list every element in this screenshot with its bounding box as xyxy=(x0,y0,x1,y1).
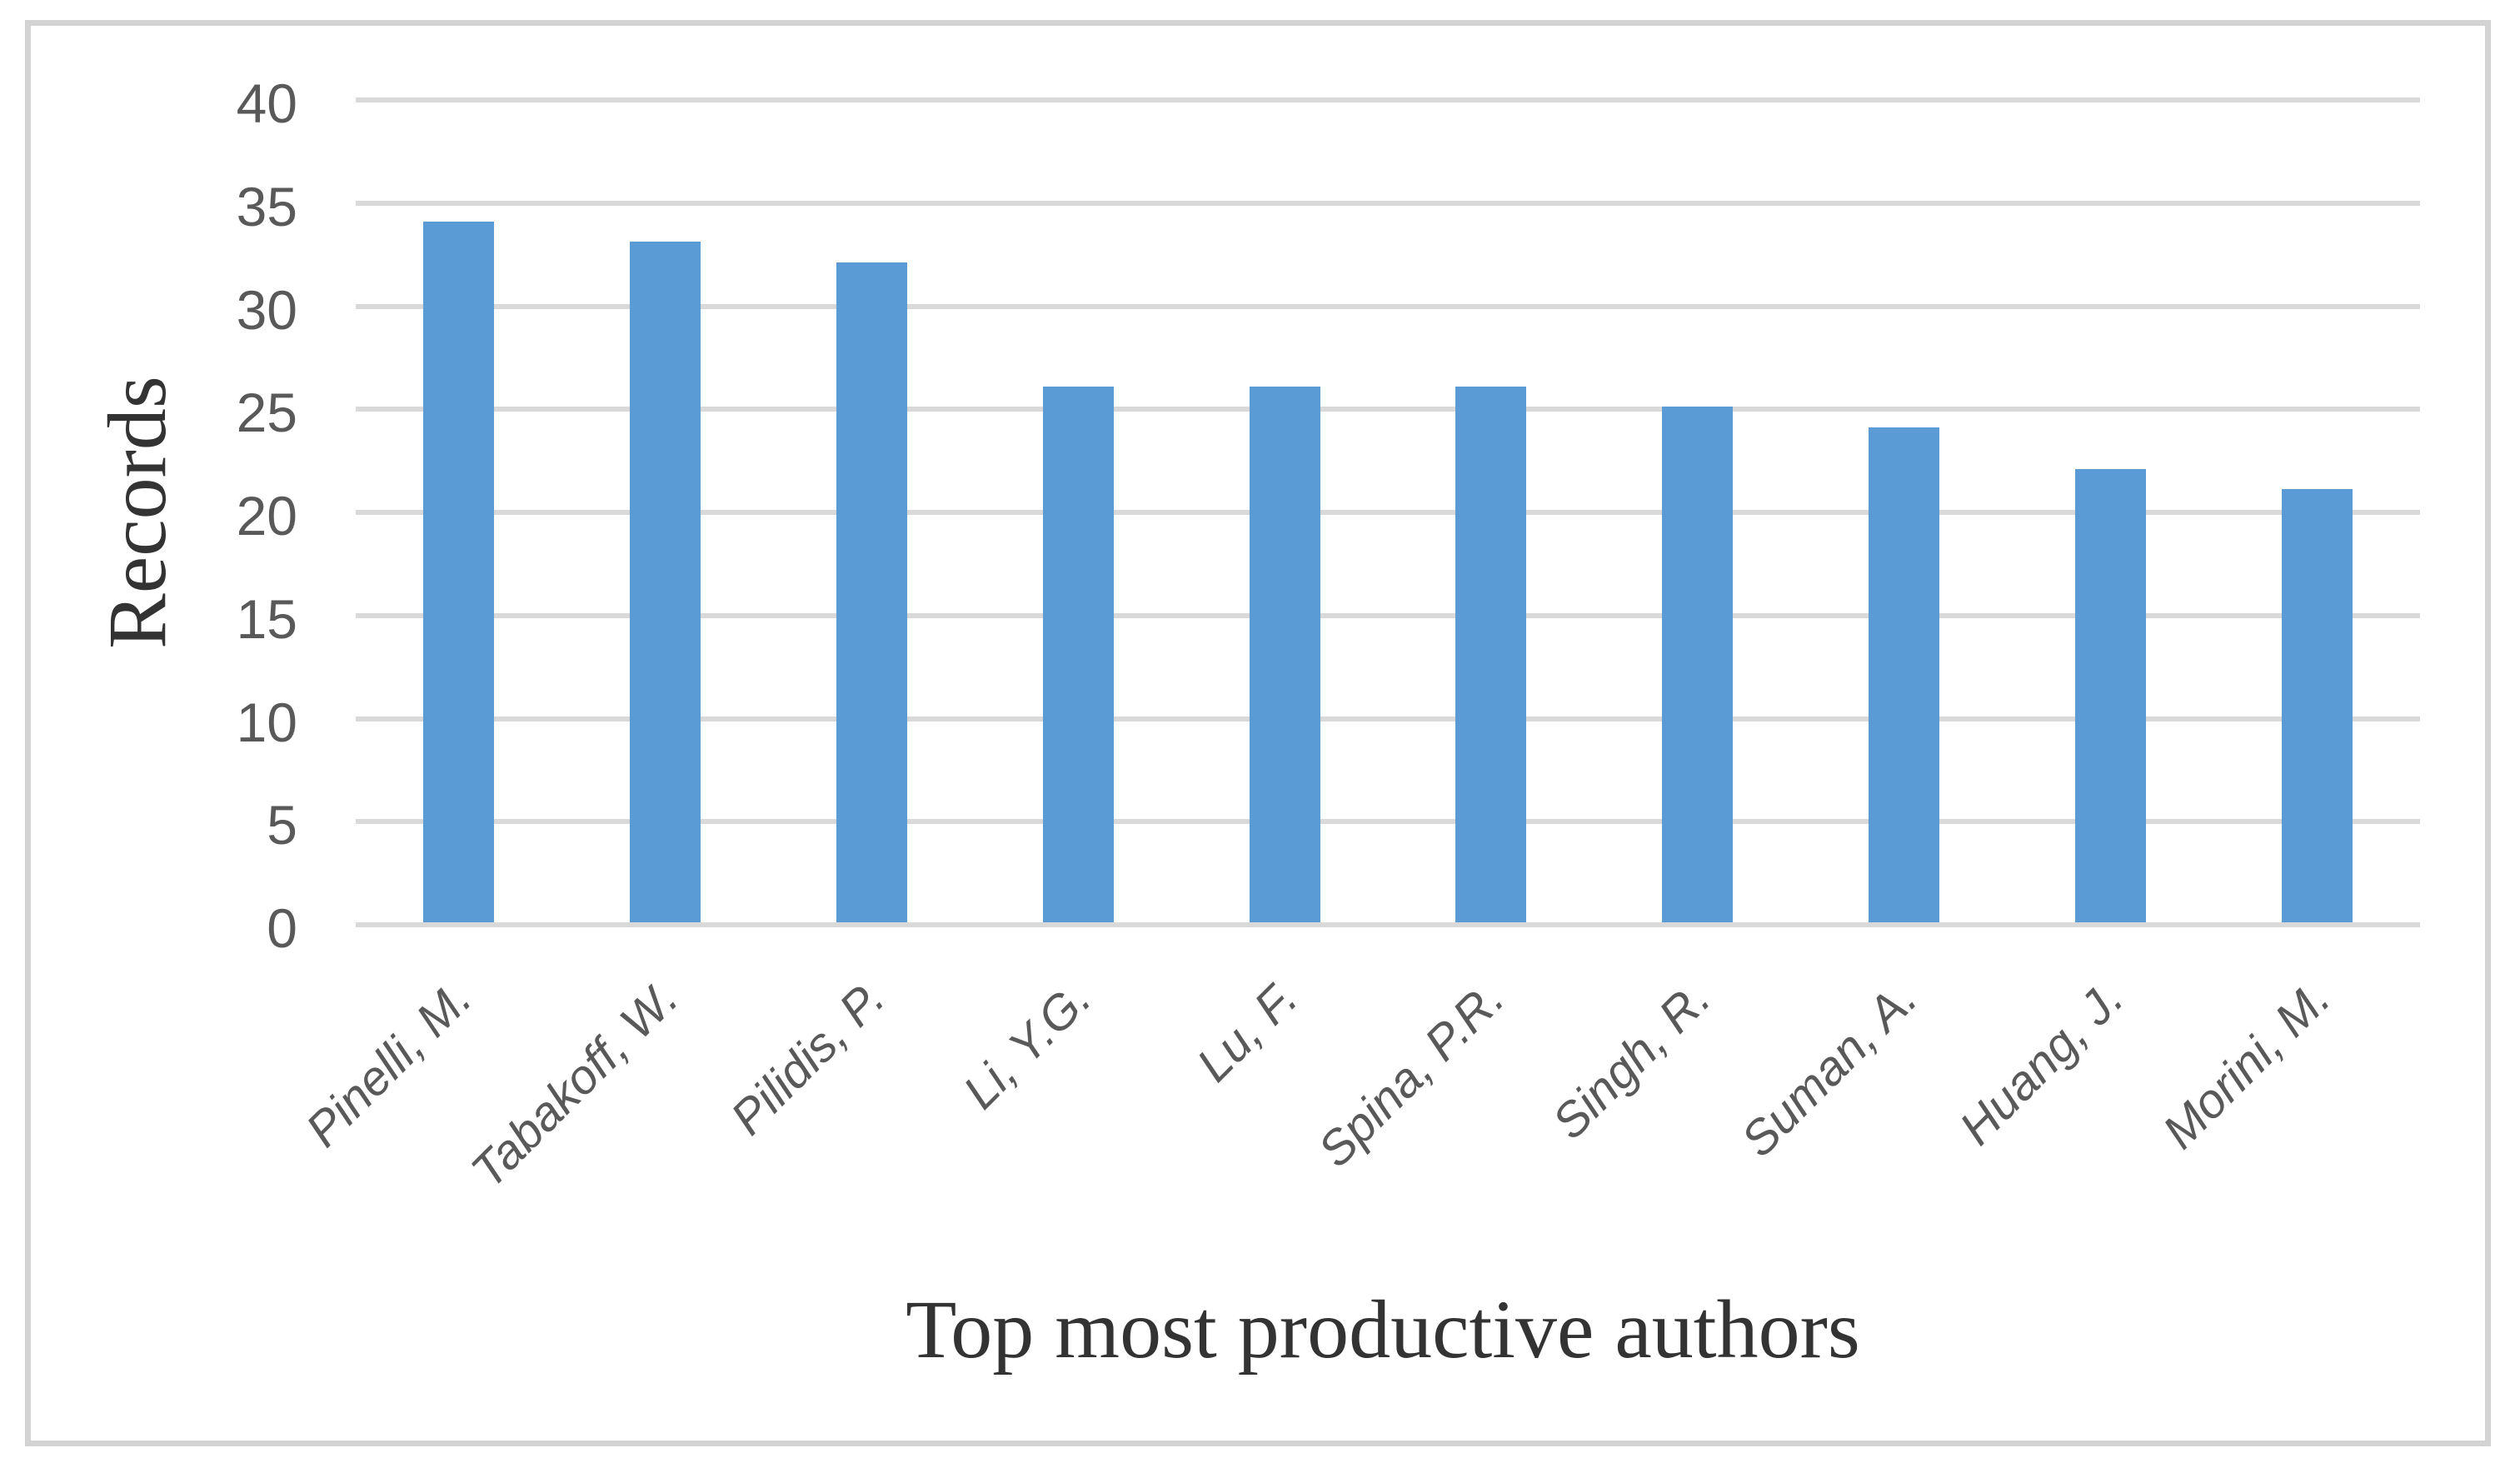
x-category-label-4: Li, Y.G. xyxy=(953,971,1102,1120)
x-axis-title: Top most productive authors xyxy=(906,1283,1860,1376)
gridline-y-20 xyxy=(356,510,2420,515)
gridline-y-15 xyxy=(356,612,2420,618)
x-category-label-10: Morini, M. xyxy=(2152,971,2341,1160)
y-tick-label-30: 30 xyxy=(236,278,297,341)
x-category-label-1: Pinelli, M. xyxy=(296,971,483,1157)
y-axis-title: Records xyxy=(91,376,183,649)
x-category-label-3: Pilidis, P. xyxy=(721,971,896,1146)
y-tick-label-20: 20 xyxy=(236,485,297,547)
gridline-y-0 xyxy=(356,922,2420,927)
gridline-y-35 xyxy=(356,200,2420,206)
x-category-label-7: Singh, R. xyxy=(1542,971,1721,1150)
y-tick-label-5: 5 xyxy=(267,794,297,856)
bar-4 xyxy=(1042,386,1114,922)
y-tick-label-10: 10 xyxy=(236,691,297,753)
x-category-label-2: Tabakoff, W. xyxy=(461,971,689,1199)
bar-2 xyxy=(630,242,701,922)
y-tick-label-15: 15 xyxy=(236,587,297,650)
bar-6 xyxy=(1455,386,1527,922)
x-category-label-6: Spina, P.R. xyxy=(1307,971,1515,1178)
y-tick-label-40: 40 xyxy=(236,72,297,134)
gridline-y-10 xyxy=(356,716,2420,722)
bar-9 xyxy=(2074,468,2146,922)
bar-5 xyxy=(1249,386,1320,922)
x-category-label-8: Suman, A. xyxy=(1730,971,1928,1168)
bar-10 xyxy=(2281,489,2353,922)
gridline-y-30 xyxy=(356,303,2420,309)
gridline-y-5 xyxy=(356,819,2420,825)
y-tick-label-35: 35 xyxy=(236,175,297,237)
gridline-y-25 xyxy=(356,407,2420,412)
y-tick-label-0: 0 xyxy=(267,897,297,959)
gridline-y-40 xyxy=(356,97,2420,102)
bar-3 xyxy=(836,262,907,922)
bar-1 xyxy=(423,221,495,922)
bar-8 xyxy=(1869,427,1939,922)
x-category-label-9: Huang, J. xyxy=(1949,971,2134,1156)
y-tick-label-25: 25 xyxy=(236,382,297,444)
x-category-label-5: Lu, F. xyxy=(1186,971,1309,1092)
bar-7 xyxy=(1662,407,1734,922)
